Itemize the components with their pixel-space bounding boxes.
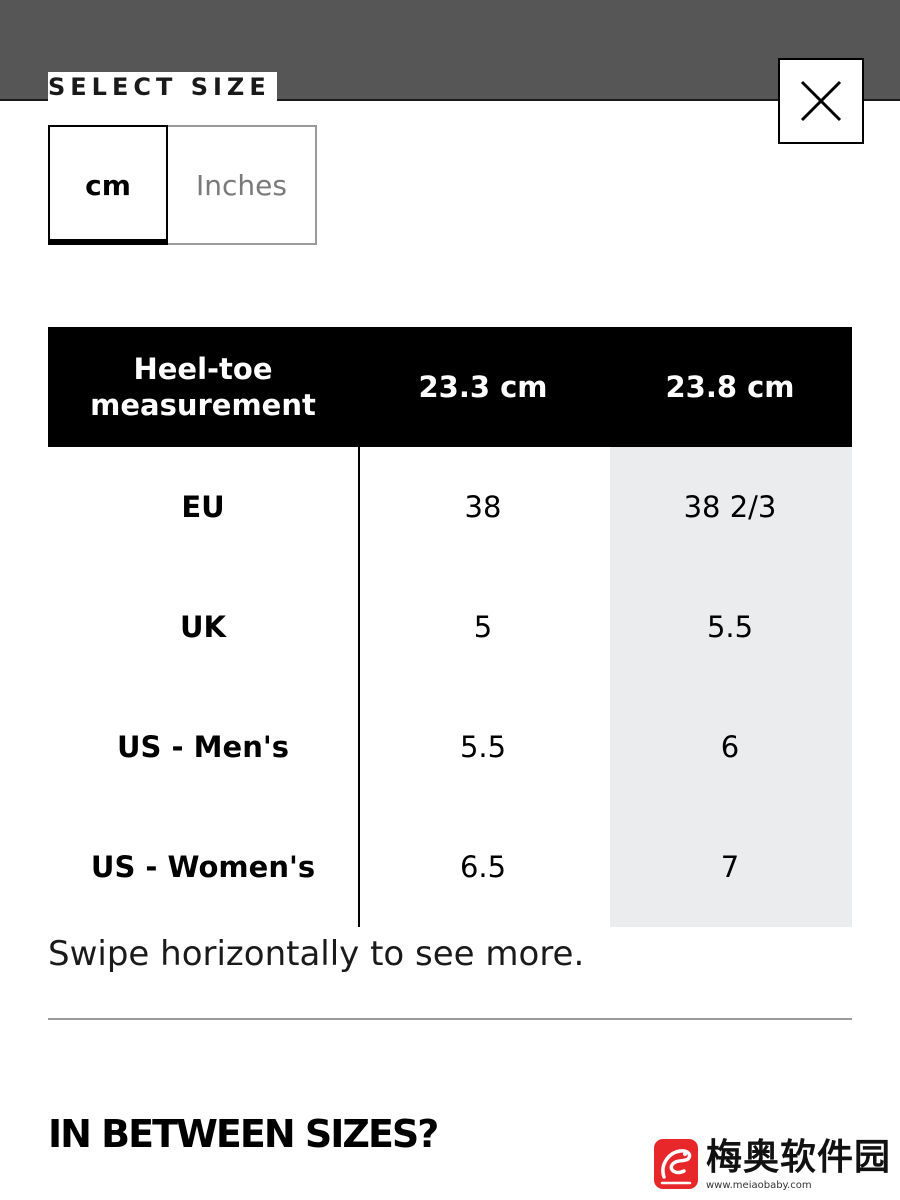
table-cell: 38 2/3: [683, 490, 777, 524]
watermark-url: www.meiaobaby.com: [706, 1180, 812, 1191]
size-table[interactable]: Heel-toe measurement 23.3 cm 23.8 cm EU …: [48, 327, 852, 927]
table-cell: 6.5: [459, 850, 507, 884]
table-cell: 7: [720, 850, 740, 884]
table-cell: 6: [720, 730, 740, 764]
table-cell: 5: [473, 610, 493, 644]
size-table-header: Heel-toe measurement 23.3 cm 23.8 cm: [48, 327, 852, 447]
watermark-name: 梅奥软件园: [706, 1137, 892, 1178]
table-cell: 5.5: [706, 610, 754, 644]
watermark: 梅奥软件园 www.meiaobaby.com: [652, 1132, 900, 1196]
highlighted-column: [610, 447, 852, 927]
table-cell: 38: [464, 490, 502, 524]
size-table-body: EU 38 38 2/3 UK 5 5.5 US - Men's 5.5 6 U…: [48, 447, 852, 927]
row-label: UK: [179, 610, 227, 644]
modal-title: SELECT SIZE: [48, 72, 277, 102]
table-row: US - Women's 6.5 7: [48, 807, 852, 927]
row-label: EU: [181, 490, 225, 524]
section-divider: [48, 1018, 852, 1020]
dragon-logo-icon: [654, 1139, 698, 1189]
table-row: EU 38 38 2/3: [48, 447, 852, 567]
unit-toggle: cm Inches: [48, 125, 317, 245]
row-label: US - Women's: [90, 850, 316, 884]
header-measurement: Heel-toe measurement: [90, 352, 316, 422]
header-size-col-2: 23.8 cm: [665, 370, 795, 404]
table-row: UK 5 5.5: [48, 567, 852, 687]
header-size-col-1: 23.3 cm: [418, 370, 548, 404]
close-button[interactable]: [778, 58, 864, 144]
column-divider: [358, 447, 360, 927]
unit-option-inches[interactable]: Inches: [196, 168, 287, 202]
in-between-sizes-heading[interactable]: IN BETWEEN SIZES?: [48, 1112, 439, 1156]
table-cell: 5.5: [459, 730, 507, 764]
row-label: US - Men's: [117, 730, 289, 764]
table-row: US - Men's 5.5 6: [48, 687, 852, 807]
swipe-hint: Swipe horizontally to see more.: [48, 934, 585, 974]
close-icon: [800, 80, 842, 122]
unit-option-cm[interactable]: cm: [48, 125, 168, 245]
